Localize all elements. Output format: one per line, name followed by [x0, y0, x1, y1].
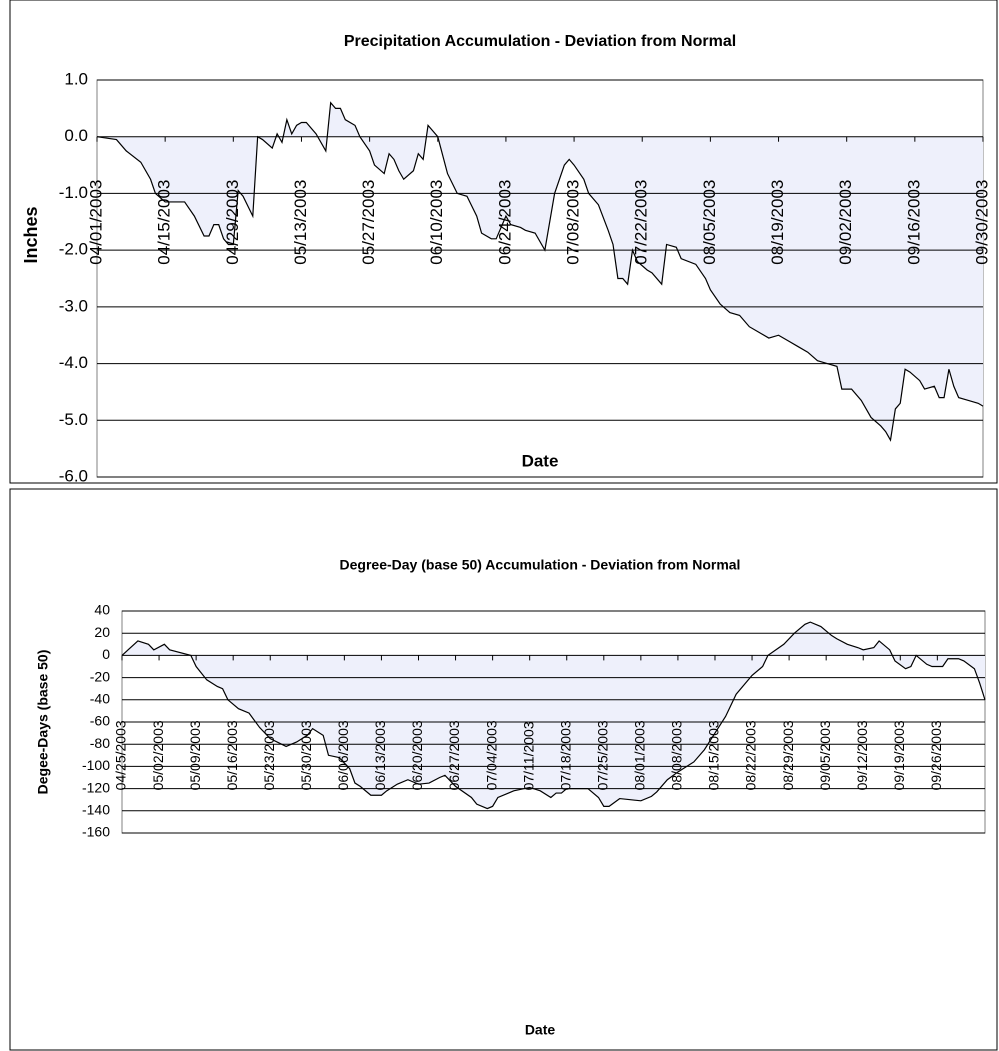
x-tick-label: 05/09/2003: [187, 720, 203, 790]
y-axis-label: Inches: [21, 206, 41, 263]
y-tick-label: 20: [94, 624, 110, 640]
x-tick-label: 04/15/2003: [155, 180, 174, 265]
y-tick-label: -3.0: [59, 296, 88, 315]
chart-title: Precipitation Accumulation - Deviation f…: [344, 33, 736, 50]
y-tick-label: -80: [90, 735, 110, 751]
y-tick-label: 40: [94, 602, 110, 618]
y-tick-label: -120: [82, 779, 110, 795]
x-tick-label: 05/27/2003: [359, 180, 378, 265]
y-tick-label: -1.0: [59, 183, 88, 202]
y-tick-label: -5.0: [59, 410, 88, 429]
y-tick-label: -160: [82, 824, 110, 840]
x-axis-label: Date: [525, 1022, 556, 1038]
x-tick-label: 09/12/2003: [854, 720, 870, 790]
data-line: [121, 621, 986, 810]
x-tick-label: 06/20/2003: [409, 720, 425, 790]
data-line: [96, 101, 984, 442]
x-tick-label: 04/25/2003: [113, 720, 129, 790]
x-tick-label: 06/06/2003: [335, 720, 351, 790]
x-tick-label: 05/30/2003: [298, 720, 314, 790]
x-tick-label: 09/16/2003: [904, 180, 923, 265]
y-tick-label: -6.0: [59, 466, 88, 485]
x-tick-label: 08/08/2003: [669, 720, 685, 790]
x-tick-label: 07/25/2003: [595, 720, 611, 790]
x-tick-label: 08/29/2003: [780, 720, 796, 790]
y-tick-label: -20: [90, 668, 110, 684]
chart-title: Degree-Day (base 50) Accumulation - Devi…: [340, 557, 741, 573]
x-tick-label: 04/29/2003: [223, 180, 242, 265]
y-tick-label: -40: [90, 691, 110, 707]
x-tick-label: 07/04/2003: [483, 720, 499, 790]
x-tick-label: 07/11/2003: [520, 721, 536, 790]
x-tick-label: 06/10/2003: [427, 180, 446, 265]
x-tick-label: 07/18/2003: [557, 720, 573, 790]
x-tick-label: 04/01/2003: [86, 180, 105, 265]
x-axis-label: Date: [522, 451, 559, 470]
y-tick-label: -140: [82, 802, 110, 818]
x-tick-label: 09/30/2003: [972, 180, 991, 265]
x-tick-label: 09/19/2003: [891, 720, 907, 790]
x-tick-label: 05/23/2003: [261, 720, 277, 790]
x-tick-label: 06/24/2003: [495, 180, 514, 265]
y-tick-label: -4.0: [59, 353, 88, 372]
x-tick-label: 07/22/2003: [632, 180, 651, 265]
area-fill: [122, 622, 985, 809]
x-tick-label: 06/27/2003: [446, 720, 462, 790]
area-fill: [97, 102, 983, 441]
x-tick-label: 08/01/2003: [632, 720, 648, 790]
y-axis-label: Degee-Days (base 50): [35, 650, 51, 795]
x-tick-label: 05/02/2003: [150, 720, 166, 790]
y-tick-label: -100: [82, 757, 110, 773]
y-tick-label: 1.0: [64, 69, 88, 88]
x-tick-label: 08/15/2003: [706, 720, 722, 790]
x-tick-label: 08/19/2003: [768, 180, 787, 265]
x-tick-label: 08/05/2003: [700, 180, 719, 265]
y-tick-label: -2.0: [59, 240, 88, 259]
y-tick-label: 0.0: [64, 126, 88, 145]
x-tick-label: 09/02/2003: [836, 180, 855, 265]
y-tick-label: -60: [90, 713, 110, 729]
x-tick-label: 09/05/2003: [817, 720, 833, 790]
x-tick-label: 06/13/2003: [372, 720, 388, 790]
x-tick-label: 05/13/2003: [291, 180, 310, 265]
x-tick-label: 05/16/2003: [224, 720, 240, 790]
x-tick-label: 08/22/2003: [743, 720, 759, 790]
x-tick-label: 09/26/2003: [928, 720, 944, 790]
x-tick-label: 07/08/2003: [564, 180, 583, 265]
y-tick-label: 0: [102, 646, 110, 662]
